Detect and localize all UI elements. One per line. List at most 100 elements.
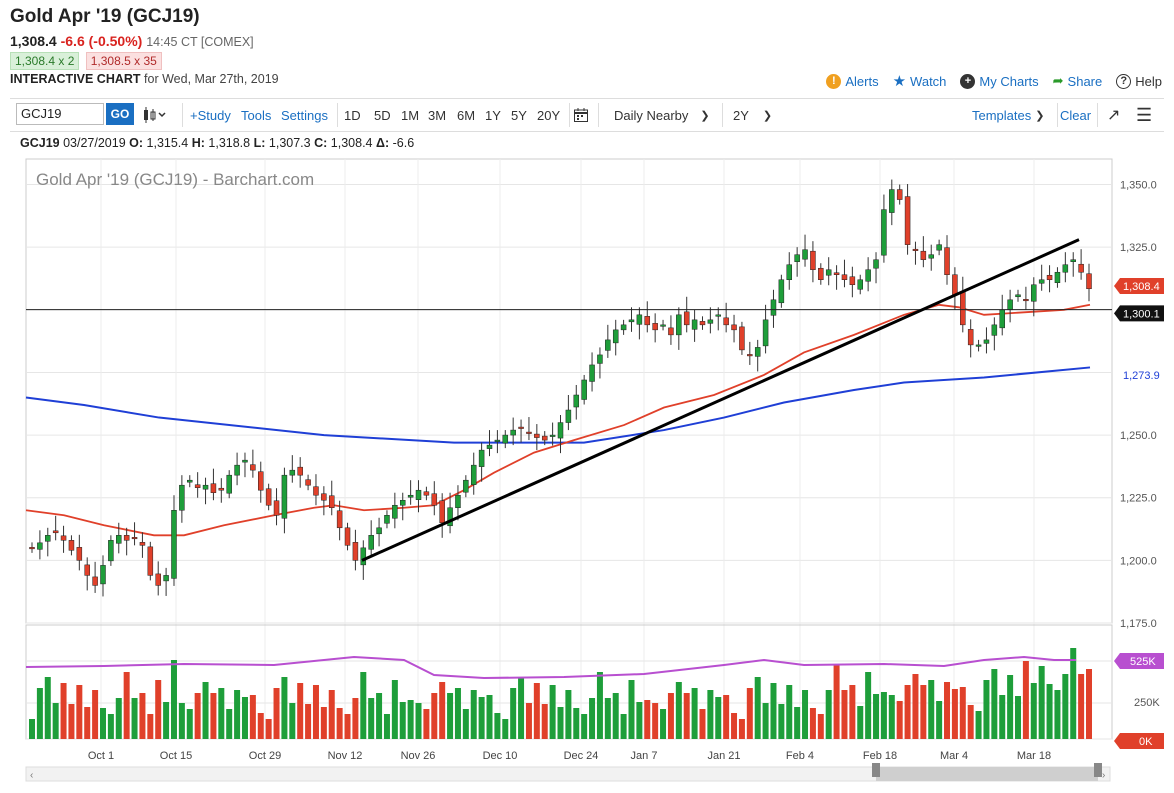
go-button[interactable]: GO xyxy=(106,103,134,125)
volume-bar xyxy=(612,693,619,739)
candle-body xyxy=(628,319,635,323)
share-link[interactable]: ➦ Share xyxy=(1053,73,1103,89)
volume-bar xyxy=(525,703,532,739)
volume-bar xyxy=(589,698,596,739)
scroll-left-arrow-icon[interactable]: ‹ xyxy=(30,770,33,781)
candle-body xyxy=(45,535,51,542)
candle-body xyxy=(1046,274,1053,280)
calendar-button[interactable] xyxy=(573,99,589,131)
volume-bar xyxy=(754,677,761,739)
candle-body xyxy=(265,488,272,506)
volume-bar xyxy=(880,692,887,739)
hline-price-label: 1,300.1 xyxy=(1123,308,1160,320)
candle-body xyxy=(360,547,367,566)
candle-body xyxy=(84,564,90,576)
period-20y[interactable]: 20Y xyxy=(537,107,561,123)
templates-button[interactable]: Templates ❯ xyxy=(972,99,1044,131)
volume-bar xyxy=(202,682,209,739)
candle-body xyxy=(37,542,43,550)
candle-body xyxy=(873,259,879,269)
volume-bar xyxy=(462,709,469,739)
volume-bar xyxy=(944,682,951,739)
candle-body xyxy=(289,469,296,476)
candle-body xyxy=(731,324,737,331)
watch-link[interactable]: ★ Watch xyxy=(893,72,947,90)
volume-bar xyxy=(636,702,643,739)
period-1m[interactable]: 1M xyxy=(401,107,420,123)
volume-bar xyxy=(68,704,75,739)
scrollbar-right-handle[interactable] xyxy=(1094,763,1102,777)
study-button[interactable]: +Study xyxy=(190,107,231,123)
volume-bar xyxy=(652,703,659,739)
y-tick-label: 1,350.0 xyxy=(1120,180,1157,192)
period-6m[interactable]: 6M xyxy=(457,107,476,123)
volume-bar xyxy=(44,677,51,739)
volume-bar xyxy=(849,685,856,739)
candle-body xyxy=(463,479,469,493)
volume-bar xyxy=(833,664,840,739)
symbol-input[interactable]: GCJ19 xyxy=(16,103,104,125)
last-price-label: 1,308.4 xyxy=(1123,281,1160,293)
volume-250k-label: 250K xyxy=(1134,697,1160,709)
volume-bar xyxy=(557,707,564,739)
candle-body xyxy=(439,500,445,524)
volume-bar xyxy=(360,672,367,739)
range-select[interactable]: 2Y ❯ xyxy=(733,99,772,131)
candle-body xyxy=(597,354,603,364)
scroll-right-arrow-icon[interactable]: › xyxy=(1102,770,1105,781)
volume-bar xyxy=(912,674,919,739)
candle-body xyxy=(179,484,185,511)
mycharts-link[interactable]: + My Charts xyxy=(960,73,1039,89)
y-tick-label: 1,225.0 xyxy=(1120,493,1157,505)
candle-body xyxy=(707,319,714,324)
help-icon: ? xyxy=(1116,73,1132,89)
expand-icon: ↗ xyxy=(1107,107,1121,124)
volume-bar xyxy=(738,719,745,739)
candle-body xyxy=(1070,259,1076,262)
clear-button[interactable]: Clear xyxy=(1060,107,1092,123)
scrollbar-thumb[interactable] xyxy=(876,767,1098,781)
candle-body xyxy=(258,471,264,491)
volume-bar xyxy=(470,690,477,739)
price-chart[interactable]: 1,350.01,325.01,300.01,275.01,250.01,225… xyxy=(24,157,1168,787)
candle-body xyxy=(699,321,706,326)
volume-bar xyxy=(699,709,706,739)
alerts-link[interactable]: ! Alerts xyxy=(826,73,879,89)
volume-bar xyxy=(683,693,690,739)
scrollbar-left-handle[interactable] xyxy=(872,763,880,777)
tools-button[interactable]: Tools xyxy=(241,107,272,123)
volume-bar xyxy=(431,693,438,739)
page-title: Gold Apr '19 (GCJ19) xyxy=(10,6,200,27)
candle-body xyxy=(76,547,83,561)
chart-type-button[interactable] xyxy=(142,99,168,131)
period-1d[interactable]: 1D xyxy=(344,107,361,123)
high-label: H: xyxy=(191,136,205,150)
help-link[interactable]: ? Help xyxy=(1116,73,1162,89)
period-3m[interactable]: 3M xyxy=(428,107,447,123)
chart-area[interactable]: 1,350.01,325.01,300.01,275.01,250.01,225… xyxy=(24,157,1168,792)
period-5y[interactable]: 5Y xyxy=(511,107,527,123)
volume-bar xyxy=(951,689,958,739)
hamburger-icon: ☰ xyxy=(1136,104,1153,125)
divider xyxy=(569,103,570,127)
volume-bar xyxy=(281,677,288,739)
ma-fast-line xyxy=(25,303,1091,537)
mycharts-label: My Charts xyxy=(979,73,1039,89)
scrollbar-track[interactable] xyxy=(25,766,1111,782)
interval-select[interactable]: Daily Nearby ❯ xyxy=(614,99,710,131)
candlestick-icon xyxy=(144,107,166,123)
settings-button[interactable]: Settings xyxy=(281,107,328,123)
candle-body xyxy=(155,573,161,586)
period-1y[interactable]: 1Y xyxy=(485,107,501,123)
volume-bar xyxy=(1038,666,1045,739)
candle-body xyxy=(281,474,288,519)
period-5d[interactable]: 5D xyxy=(374,107,391,123)
top-links: ! Alerts ★ Watch + My Charts ➦ Share ? Help xyxy=(826,72,1162,90)
menu-button[interactable]: ☰ xyxy=(1136,99,1152,131)
chart-label: INTERACTIVE CHART xyxy=(10,72,141,86)
expand-button[interactable]: ↗ xyxy=(1107,99,1120,131)
candle-body xyxy=(920,250,927,260)
volume-0k-label: 0K xyxy=(1139,736,1153,748)
volume-bar xyxy=(454,688,461,739)
calendar-icon xyxy=(574,108,588,122)
